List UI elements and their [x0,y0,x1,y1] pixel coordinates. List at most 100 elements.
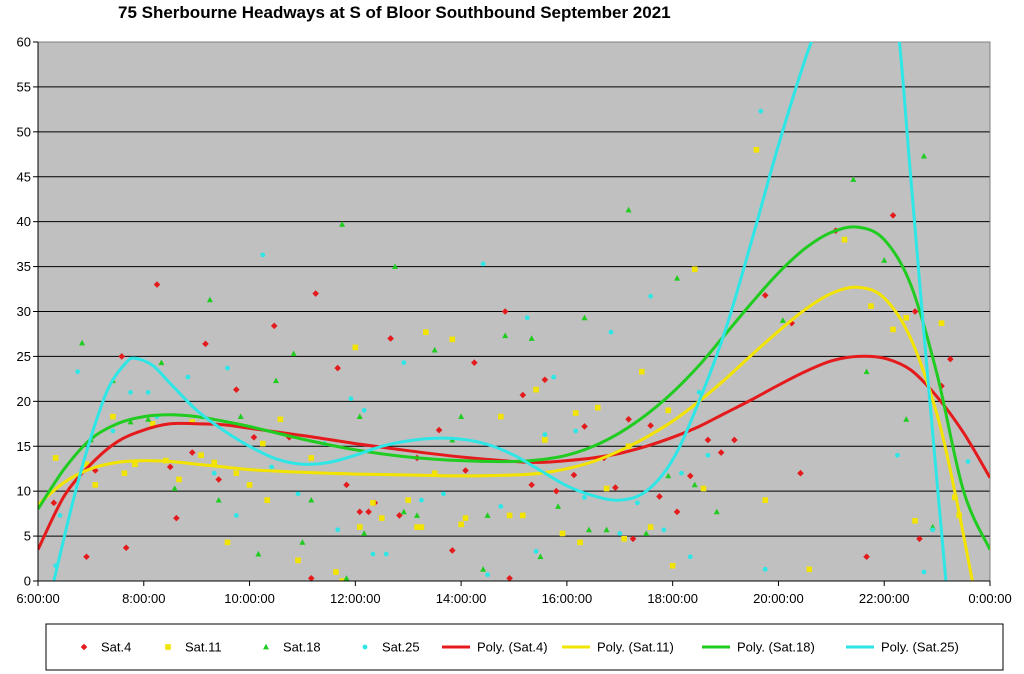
data-point [458,521,464,528]
legend-item: Poly. (Sat.4) [442,640,548,655]
data-point [299,539,306,545]
data-point [484,512,491,518]
data-point [255,550,262,557]
x-tick-label: 8:00:00 [122,591,165,606]
data-point [246,482,253,488]
data-point [541,376,549,384]
data-point [83,553,90,561]
data-point [50,499,58,507]
data-point [920,152,927,159]
data-point [665,407,672,414]
data-point [890,326,896,333]
data-point [414,524,420,530]
data-point [524,315,530,321]
data-point [577,539,583,546]
legend-label: Sat.18 [283,640,321,655]
data-point [674,275,681,281]
data-point [761,292,769,299]
plot-area [37,41,991,582]
data-point [401,360,407,366]
x-tick-label: 20:00:00 [753,591,804,606]
data-point [903,314,910,321]
legend-item: Sat.4 [80,640,131,655]
data-point [497,413,504,420]
data-point [145,389,151,395]
data-point [921,569,927,575]
y-tick-label: 60 [17,35,31,50]
data-point [520,512,526,519]
y-tick-label: 0 [24,574,31,589]
data-point [361,407,367,413]
data-point [669,562,676,569]
data-point [863,368,870,375]
data-point [533,548,539,554]
data-point [423,329,429,335]
data-point [449,336,456,343]
chart-title: 75 Sherbourne Headways at S of Bloor Sou… [118,3,671,22]
data-point [841,236,848,243]
data-point [533,386,539,393]
data-point [435,426,443,434]
data-point [617,530,623,536]
data-point [506,512,513,519]
data-point [713,508,720,515]
data-point [573,428,579,434]
data-point [542,437,548,443]
x-tick-label: 14:00:00 [436,591,487,606]
legend-item: Poly. (Sat.25) [846,640,959,655]
data-point [171,485,178,491]
data-point [965,459,971,464]
data-point [224,539,231,546]
data-point [158,359,165,366]
data-point [903,416,910,422]
legend-label: Sat.11 [185,640,222,655]
data-point [431,470,438,476]
data-point [758,108,764,114]
trendline-sat11 [38,285,974,581]
data-point [881,257,888,263]
data-point [308,496,315,503]
data-point [356,413,363,420]
data-point [570,471,578,479]
series-sat25 [53,108,971,578]
data-point [202,340,209,348]
data-point [57,513,63,518]
data-point [233,386,240,393]
data-point [365,508,372,516]
data-point [480,261,486,267]
y-tick-label: 5 [24,529,31,544]
data-point [400,508,407,515]
trendline-sat4 [38,354,990,551]
legend-label: Sat.25 [382,640,420,655]
data-point [700,485,707,492]
data-point [387,335,394,342]
data-point [250,433,258,441]
data-point [211,470,217,476]
data-point [762,566,768,572]
data-point [501,308,509,315]
data-point [343,575,350,581]
data-point [559,530,566,537]
data-point [537,553,544,560]
data-point [383,551,389,557]
data-point [118,353,126,360]
data-point [788,319,795,327]
data-point [625,206,632,213]
data-point [343,481,350,489]
data-point [378,515,385,521]
data-point [938,320,945,326]
data-point [806,566,813,573]
data-point [458,413,465,420]
data-point [542,432,548,437]
data-point [233,513,239,518]
data-point [132,461,138,468]
data-point [485,572,490,578]
data-point [215,496,222,503]
data-point [665,472,672,479]
data-point [585,526,592,533]
data-point [629,535,637,543]
data-point [462,467,469,474]
data-point [290,350,297,357]
data-point [334,364,342,372]
